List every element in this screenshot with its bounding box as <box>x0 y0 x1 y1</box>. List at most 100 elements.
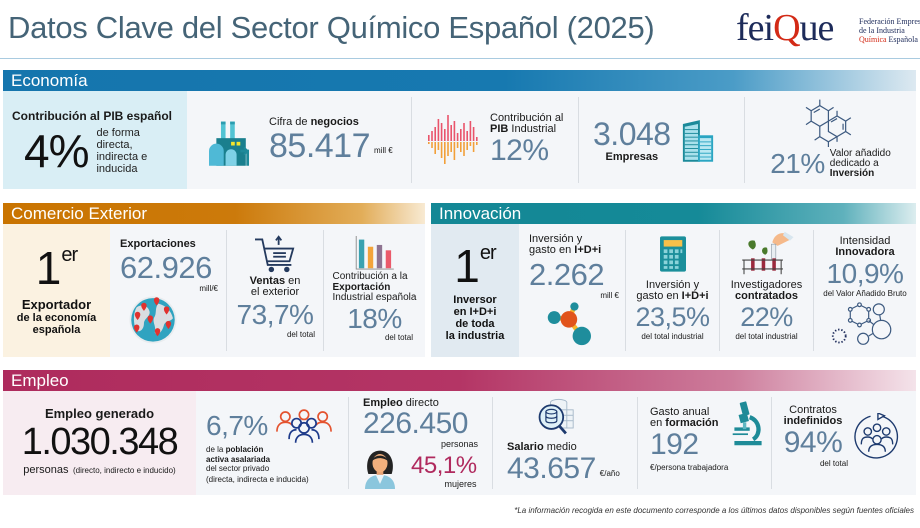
gasto-label-2b: I+D+i <box>574 244 602 256</box>
wave-bar-up <box>456 133 459 141</box>
salario-label-b: medio <box>543 441 577 453</box>
gasto-pct-label-2b: I+D+i <box>681 290 709 302</box>
contratos-value: 94% <box>783 426 843 459</box>
poblacion-card: 6,7% de la población activa asalariada d… <box>196 391 348 495</box>
gasto-pct-card: Inversión y gasto en I+D+i 23,5% del tot… <box>625 230 719 351</box>
cifra-value: 85.417 <box>269 127 371 165</box>
wave-bar-down <box>460 142 462 152</box>
exportaciones-unit: mill/€ <box>199 284 218 293</box>
contrib-export-label-1: Contribución a la <box>332 271 408 282</box>
gasto-pct-sub: del total industrial <box>641 332 704 341</box>
contrib-export-label: Contribución a la Exportación Industrial… <box>332 271 417 304</box>
test-tubes-icon <box>741 231 794 275</box>
gasto-pct-label: Inversión y gasto en I+D+i <box>636 280 708 302</box>
innovacion-rank-line-1: Inversor <box>453 294 497 306</box>
salario-unit: €/año <box>599 469 620 478</box>
valor-card: 21% Valor añadido dedicado a Inversión <box>744 97 916 183</box>
innovacion-rank-text: Inversor en I+D+i de toda la industria <box>446 294 505 342</box>
gasto-value: 2.262 <box>529 257 605 292</box>
empleo-generado-persons: personas <box>23 464 69 476</box>
cifra-label: Cifra de negocios <box>269 116 393 128</box>
sound-wave-icon <box>428 115 478 164</box>
wave-bar-down <box>447 142 449 156</box>
contrib-export-card: Contribución a la Exportación Industrial… <box>323 230 425 351</box>
logo-wordmark: feiQue <box>736 6 834 50</box>
investigadores-sub: del total industrial <box>735 332 798 341</box>
comercio-rank-number: 1 <box>35 242 62 294</box>
pib-body: 4% de forma directa, indirecta e inducid… <box>12 127 187 175</box>
innovacion-rank-line-2: en I+D+i <box>453 306 497 318</box>
poblacion-row: 6,7% <box>206 409 348 443</box>
poblacion-label-1b: población <box>225 445 264 454</box>
empleo-panel: Empleo generado 1.030.348 personas (dire… <box>3 391 916 495</box>
wave-bar-down <box>453 142 456 160</box>
intensidad-label: Intensidad Innovadora <box>835 236 894 258</box>
pib-desc-2: directa, <box>96 139 133 151</box>
section-title-innovacion: Innovación <box>439 204 522 223</box>
empleo-directo-label-b: directo <box>402 397 439 409</box>
pib-desc-3: indirecta e <box>96 151 148 163</box>
wave-bar-down <box>463 142 465 156</box>
mujeres-value: 45,1% <box>411 452 477 479</box>
cifra-unit: mill € <box>374 146 393 155</box>
people-cycle-icon <box>854 413 899 459</box>
wave-bar-down <box>466 142 468 150</box>
wave-bar-down <box>428 142 430 144</box>
empresas-text: 3.048 Empresas <box>593 117 671 163</box>
section-title-comercio: Comercio Exterior <box>11 204 148 223</box>
wave-bar-up <box>428 135 430 141</box>
innovacion-panel: 1 er Inversor en I+D+i de toda la indust… <box>431 224 916 357</box>
page-title: Datos Clave del Sector Químico Español (… <box>8 10 655 45</box>
title-divider <box>0 58 920 59</box>
formacion-label-2a: en <box>650 417 666 429</box>
cifra-label-b: negocios <box>310 116 359 128</box>
wave-bar-down <box>472 142 475 152</box>
cifra-text: Cifra de negocios 85.417 mill € <box>269 116 393 164</box>
formacion-text: Gasto anual en formación 192 €/persona t… <box>650 407 728 489</box>
wave-bar-down <box>456 142 459 148</box>
poblacion-label-2: activa asalariada <box>206 454 271 464</box>
pib-desc-4: inducida <box>96 163 138 175</box>
comercio-rank-line-1: Exportador <box>21 297 92 312</box>
cifra-value-row: 85.417 mill € <box>269 128 393 164</box>
ventas-label-b: en <box>285 275 301 287</box>
intensidad-label-1: Intensidad <box>839 235 891 247</box>
cifra-card: Cifra de negocios 85.417 mill € <box>187 91 411 189</box>
section-band-economia: Economía <box>3 70 916 91</box>
pib-title: Contribución al PIB español <box>12 109 173 123</box>
exportaciones-card: Exportaciones 62.926 mill/€ <box>110 224 226 357</box>
molecule-icon <box>547 302 591 346</box>
innovacion-rank: 1 er <box>454 242 496 290</box>
empleo-directo-unit: personas <box>440 439 478 449</box>
salario-value: 43.657 <box>507 452 596 485</box>
mujeres-row: 45,1% mujeres <box>363 449 492 489</box>
bar-chart-icon <box>355 236 394 270</box>
formacion-label: Gasto anual en formación <box>650 407 728 429</box>
investigadores-value: 22% <box>740 302 793 332</box>
calculator-icon <box>659 236 686 272</box>
gasto-pct-value: 23,5% <box>635 302 710 332</box>
empresas-label: Empresas <box>605 151 659 163</box>
valor-row: 21% Valor añadido dedicado a Inversión <box>770 149 891 179</box>
comercio-rank-line-3: española <box>32 324 81 336</box>
formacion-label-1: Gasto anual <box>650 406 710 418</box>
gasto-unit: mill € <box>600 291 619 300</box>
logo-subtitle: Federación Empresarial de la Industria Q… <box>859 17 920 44</box>
pib-industrial-card: Contribución al PIB Industrial 12% <box>411 97 578 183</box>
globe-pins-icon <box>129 296 177 344</box>
contratos-text: Contratos indefinidos 94% del total <box>778 405 848 469</box>
contratos-label-2: indefinidos <box>783 415 843 427</box>
logo-word-a: fei <box>736 7 774 49</box>
investigadores-label: Investigadores contratados <box>731 280 803 302</box>
logo-word-q: Q <box>773 7 800 49</box>
people-group-icon <box>275 409 332 443</box>
wave-bar-up <box>453 121 456 141</box>
empleo-directo-card: Empleo directo 226.450 personas 45,1% mu… <box>348 397 492 489</box>
empleo-generado-unit: personas (directo, indirecto e inducido) <box>23 463 175 477</box>
formacion-value: 192 <box>650 428 699 461</box>
contrib-export-sub: del total <box>384 332 413 342</box>
comercio-rank-line-2: de la economía <box>16 312 97 324</box>
molecule-structure-icon <box>805 99 851 147</box>
comercio-rank-card: 1 er Exportador de la economía española <box>3 224 110 357</box>
pib-industrial-value: 12% <box>490 134 549 167</box>
